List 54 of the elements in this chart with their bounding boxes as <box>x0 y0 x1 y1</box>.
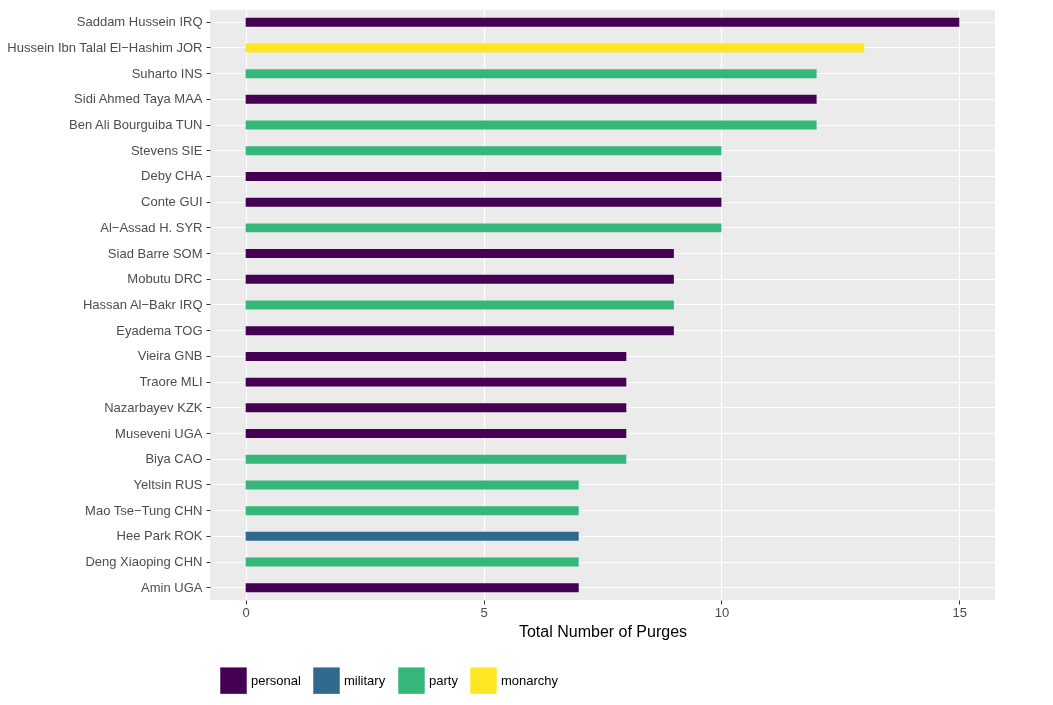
bar <box>245 146 722 156</box>
bar <box>245 454 627 464</box>
bar <box>245 249 674 259</box>
y-tick-label: Deby CHA <box>141 168 203 184</box>
legend-label: monarchy <box>501 672 559 688</box>
legend-label: military <box>344 672 386 688</box>
bar <box>245 429 627 439</box>
y-tick-label: Hassan Al−Bakr IRQ <box>82 297 203 312</box>
legend-label: party <box>429 672 459 688</box>
bar <box>245 506 579 516</box>
bar <box>245 531 579 541</box>
y-tick-label: Suharto INS <box>131 65 203 81</box>
y-tick-label: Hee Park ROK <box>116 528 203 544</box>
bar <box>245 403 627 413</box>
y-tick-label: Biya CAO <box>145 451 203 467</box>
bar <box>245 120 817 130</box>
y-tick-label: Deng Xiaoping CHN <box>85 554 203 570</box>
y-tick-label: Conte GUI <box>141 194 203 210</box>
y-tick-label: Ben Ali Bourguiba TUN <box>69 117 203 133</box>
y-tick-label: Siad Barre SOM <box>107 245 203 261</box>
y-tick-label: Museveni UGA <box>115 425 203 441</box>
x-axis-title: Total Number of Purges <box>518 622 688 640</box>
bar <box>245 326 674 336</box>
bar <box>245 583 579 593</box>
bar <box>245 351 627 361</box>
bar <box>245 377 627 387</box>
y-tick-label: Saddam Hussein IRQ <box>76 14 203 30</box>
x-tick-label: 0 <box>242 604 250 620</box>
bar <box>245 274 674 284</box>
bar <box>245 17 960 27</box>
y-tick-label: Vieira GNB <box>137 348 203 364</box>
bar <box>245 43 865 53</box>
bar <box>245 69 817 79</box>
bar <box>245 94 817 104</box>
y-tick-label: Nazarbayev KZK <box>104 399 203 415</box>
legend-label: personal <box>251 672 301 688</box>
y-tick-label: Eyadema TOG <box>116 322 203 338</box>
bar <box>245 197 722 207</box>
y-tick-label: Traore MLI <box>139 374 203 390</box>
bar <box>245 480 579 490</box>
bar <box>245 223 722 233</box>
y-tick-label: Al−Assad H. SYR <box>100 219 203 235</box>
y-tick-label: Mobutu DRC <box>127 271 203 287</box>
y-tick-label: Yeltsin RUS <box>133 476 203 492</box>
y-tick-label: Sidi Ahmed Taya MAA <box>74 91 203 107</box>
y-tick-label: Stevens SIE <box>130 142 203 158</box>
bar <box>245 171 722 181</box>
y-tick-label: Hussein Ibn Talal El−Hashim JOR <box>7 39 203 55</box>
x-tick-label: 5 <box>480 604 488 620</box>
y-tick-label: Amin UGA <box>141 579 203 595</box>
x-tick-label: 10 <box>714 604 730 620</box>
y-tick-label: Mao Tse−Tung CHN <box>85 502 203 518</box>
bar <box>245 557 579 567</box>
x-tick-label: 15 <box>952 604 968 620</box>
